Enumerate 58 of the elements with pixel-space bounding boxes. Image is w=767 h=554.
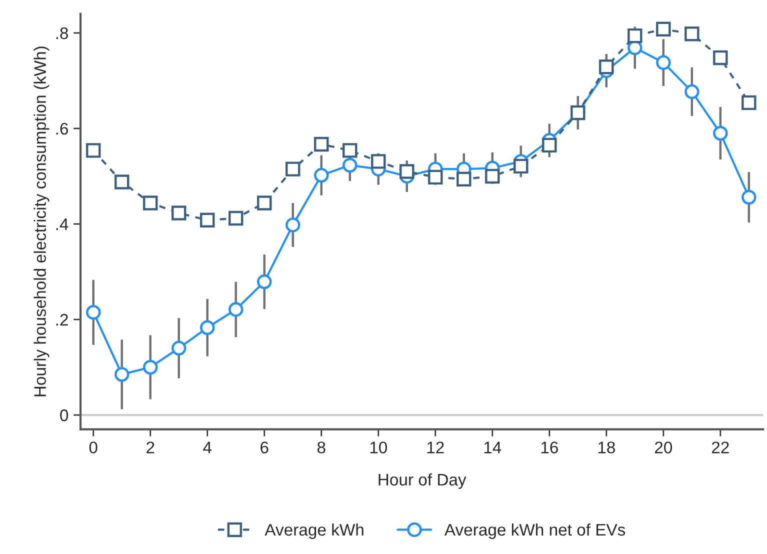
point bbox=[172, 340, 186, 356]
y-tick-label: .2 bbox=[56, 314, 68, 326]
point bbox=[143, 196, 158, 210]
point bbox=[656, 22, 671, 36]
point bbox=[713, 50, 728, 66]
x-tick-label: 2 bbox=[146, 442, 154, 454]
x-tick-label: 14 bbox=[484, 442, 502, 454]
point bbox=[542, 138, 557, 153]
point bbox=[656, 55, 671, 70]
x-axis-title: Hour of Day bbox=[378, 473, 466, 489]
point bbox=[742, 190, 756, 205]
point bbox=[342, 158, 358, 173]
point bbox=[742, 95, 756, 110]
point bbox=[257, 196, 272, 210]
point bbox=[86, 143, 101, 158]
x-tick-label: 8 bbox=[317, 442, 326, 454]
point bbox=[599, 60, 614, 74]
x-tick-label: 16 bbox=[541, 442, 558, 454]
x-tick-label: 22 bbox=[712, 442, 729, 454]
point bbox=[200, 212, 215, 228]
x-tick-label: 0 bbox=[89, 442, 98, 454]
point bbox=[485, 168, 500, 184]
point bbox=[342, 143, 358, 158]
point bbox=[456, 172, 472, 186]
point bbox=[713, 126, 728, 141]
point bbox=[514, 158, 528, 174]
y-tick-label: .8 bbox=[56, 27, 68, 40]
point bbox=[400, 164, 414, 179]
x-tick-label: 10 bbox=[370, 442, 387, 454]
x-tick-label: 4 bbox=[203, 442, 212, 454]
point bbox=[428, 170, 443, 185]
x-tick-label: 18 bbox=[598, 442, 615, 454]
point bbox=[684, 26, 700, 42]
y-axis-title: Hourly household electricity consumption (kWh) bbox=[34, 46, 50, 396]
y-tick-label: .4 bbox=[56, 218, 68, 230]
point bbox=[228, 210, 244, 226]
point bbox=[86, 304, 101, 320]
point bbox=[228, 302, 244, 317]
x-tick-label: 12 bbox=[427, 442, 444, 454]
point bbox=[257, 274, 272, 290]
y-tick-label: .6 bbox=[56, 122, 68, 135]
point bbox=[371, 154, 386, 169]
point bbox=[684, 84, 700, 100]
x-tick-label: 20 bbox=[654, 442, 672, 454]
point bbox=[314, 136, 329, 152]
legend-label: Average kWh bbox=[264, 523, 364, 539]
point bbox=[114, 174, 130, 190]
x-tick-label: 6 bbox=[260, 442, 268, 454]
point bbox=[114, 367, 130, 382]
point bbox=[628, 28, 642, 44]
legend-label: Average kWh net of EVs bbox=[444, 523, 626, 539]
y-tick-label: 0 bbox=[60, 409, 68, 422]
point bbox=[286, 218, 300, 232]
point bbox=[172, 206, 186, 220]
point bbox=[314, 168, 329, 183]
point bbox=[200, 320, 215, 335]
point bbox=[143, 360, 158, 375]
point bbox=[286, 162, 300, 176]
